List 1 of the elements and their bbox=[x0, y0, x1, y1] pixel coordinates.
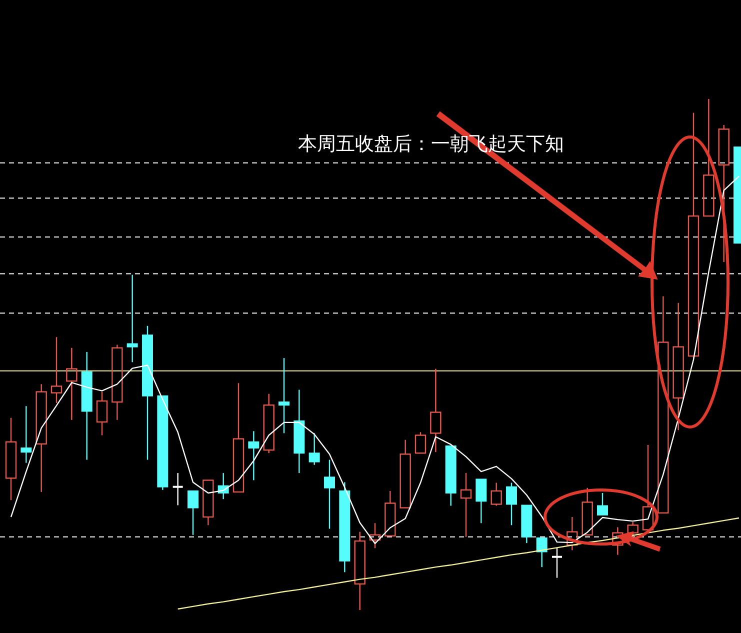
annotation: 本周五收盘后：一朝飞起天下知 bbox=[298, 133, 564, 155]
